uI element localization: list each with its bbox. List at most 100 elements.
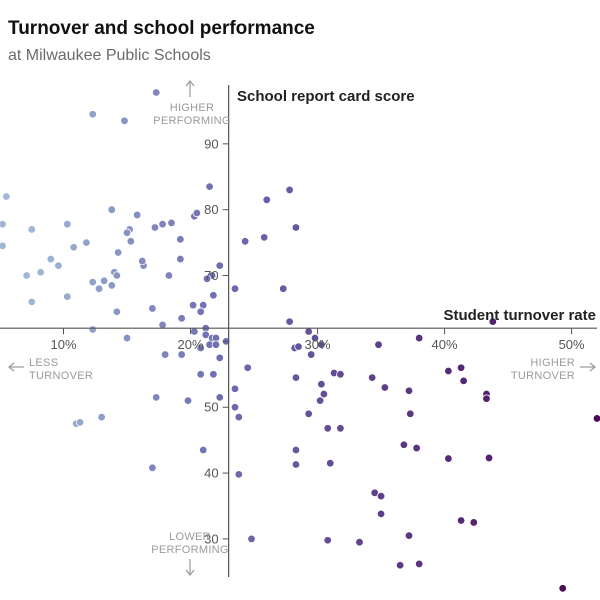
data-point bbox=[215, 261, 224, 270]
data-point bbox=[177, 350, 186, 359]
data-point bbox=[209, 370, 218, 379]
data-point bbox=[0, 219, 7, 229]
data-point bbox=[27, 225, 36, 234]
higher-performing-line2: PERFORMING bbox=[153, 115, 231, 127]
data-point bbox=[82, 238, 91, 247]
data-point bbox=[380, 383, 390, 392]
data-point bbox=[148, 463, 157, 472]
data-point bbox=[199, 445, 208, 455]
data-point bbox=[262, 195, 271, 205]
higher-performing-line1: HIGHER bbox=[170, 102, 215, 114]
data-point bbox=[0, 241, 7, 251]
data-point bbox=[307, 350, 316, 359]
x-axis-title: Student turnover rate bbox=[443, 307, 596, 324]
data-point bbox=[317, 340, 326, 349]
data-point bbox=[336, 424, 345, 433]
data-point bbox=[230, 384, 240, 393]
data-point bbox=[444, 454, 453, 463]
data-point bbox=[88, 325, 97, 334]
left-arrow-head-icon bbox=[8, 362, 15, 372]
data-point bbox=[54, 261, 63, 270]
data-point bbox=[75, 418, 85, 427]
data-point bbox=[285, 185, 294, 195]
data-point bbox=[69, 243, 78, 252]
data-point bbox=[484, 453, 494, 463]
data-point bbox=[122, 333, 132, 343]
data-point bbox=[112, 271, 122, 280]
data-point bbox=[158, 219, 167, 229]
data-point bbox=[150, 223, 160, 232]
y-tick-label: 30 bbox=[204, 531, 218, 546]
data-point bbox=[122, 228, 132, 237]
data-point bbox=[414, 559, 424, 569]
data-point bbox=[177, 314, 186, 323]
y-tick-label: 80 bbox=[204, 202, 218, 217]
higher-performing-annotation: HIGHER PERFORMING bbox=[153, 80, 231, 127]
x-tick-label: 10% bbox=[50, 337, 76, 352]
data-point bbox=[97, 412, 106, 422]
y-axis-title: School report card score bbox=[237, 88, 415, 105]
y-tick-label: 90 bbox=[204, 136, 218, 151]
data-point bbox=[196, 307, 205, 316]
data-point bbox=[176, 235, 185, 244]
data-point bbox=[291, 223, 301, 232]
data-point bbox=[138, 256, 147, 266]
data-point bbox=[107, 205, 116, 214]
data-point bbox=[444, 366, 453, 376]
data-point bbox=[291, 460, 301, 469]
x-tick-label: 20% bbox=[178, 337, 204, 352]
x-tick-label: 40% bbox=[432, 337, 458, 352]
data-point bbox=[209, 291, 218, 300]
data-point bbox=[412, 443, 421, 453]
data-point bbox=[158, 320, 167, 330]
y-tick-label: 50 bbox=[204, 400, 218, 415]
data-point bbox=[215, 353, 224, 363]
data-point bbox=[482, 394, 491, 403]
data-point bbox=[27, 297, 36, 307]
data-point bbox=[120, 116, 129, 125]
data-point bbox=[323, 424, 332, 433]
data-point bbox=[395, 561, 405, 570]
data-point bbox=[22, 271, 31, 280]
data-point bbox=[192, 208, 202, 218]
points-layer bbox=[0, 88, 600, 593]
data-point bbox=[196, 343, 205, 353]
data-point bbox=[285, 317, 294, 326]
data-point bbox=[326, 458, 335, 468]
x-tick-label: 30% bbox=[305, 337, 331, 352]
data-point bbox=[304, 327, 313, 336]
data-point bbox=[107, 281, 116, 290]
data-point bbox=[414, 333, 424, 343]
lower-performing-line1: LOWER bbox=[169, 531, 211, 543]
data-point bbox=[399, 440, 409, 449]
data-point bbox=[310, 333, 320, 343]
data-point bbox=[230, 403, 240, 412]
data-point bbox=[317, 379, 326, 389]
data-point bbox=[247, 534, 256, 544]
down-arrow-head-icon bbox=[185, 569, 195, 576]
y-tick-label: 70 bbox=[204, 268, 218, 283]
data-point bbox=[456, 516, 466, 525]
data-point bbox=[202, 274, 212, 284]
data-point bbox=[215, 393, 224, 402]
data-point bbox=[558, 584, 567, 593]
data-point bbox=[46, 254, 56, 264]
data-point bbox=[459, 376, 468, 386]
data-point bbox=[88, 110, 97, 119]
data-point bbox=[488, 317, 498, 326]
data-point bbox=[63, 292, 72, 301]
data-point bbox=[376, 491, 386, 501]
data-point bbox=[160, 350, 170, 359]
data-point bbox=[176, 254, 185, 264]
data-point bbox=[132, 210, 142, 220]
data-point bbox=[336, 370, 345, 379]
lower-performing-line2: PERFORMING bbox=[151, 544, 229, 556]
higher-turnover-line1: HIGHER bbox=[530, 357, 575, 369]
data-point bbox=[355, 538, 364, 547]
data-point bbox=[152, 393, 161, 402]
data-point bbox=[94, 284, 104, 293]
data-point bbox=[126, 237, 136, 246]
data-point bbox=[152, 88, 161, 97]
data-point bbox=[234, 470, 243, 479]
data-point bbox=[291, 445, 301, 455]
